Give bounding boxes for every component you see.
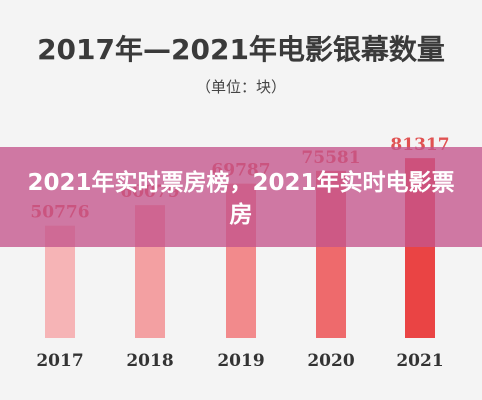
chart-subtitle: （单位：块）	[195, 78, 286, 96]
x-tick-label-2019: 2019	[217, 351, 264, 371]
x-tick-label-2017: 2017	[36, 351, 83, 371]
overlay-banner	[0, 147, 482, 247]
x-tick-label-2021: 2021	[396, 351, 443, 371]
x-tick-label-2018: 2018	[126, 351, 173, 371]
chart-title: 2017年—2021年电影银幕数量	[37, 33, 445, 66]
overlay-caption: 2021年实时票房榜，2021年实时电影票房	[27, 170, 455, 228]
x-tick-label-2020: 2020	[307, 351, 354, 371]
